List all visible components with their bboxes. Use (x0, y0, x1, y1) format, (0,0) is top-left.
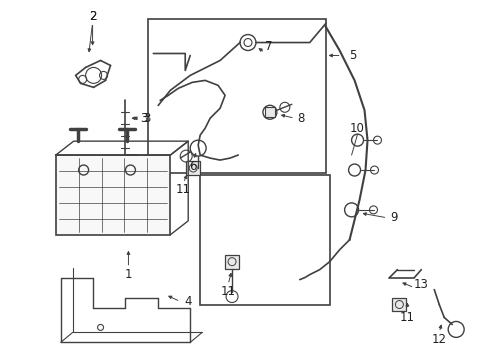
Bar (392, 298, 406, 311)
Text: 1: 1 (124, 268, 132, 281)
Text: 8: 8 (297, 112, 304, 125)
Text: 3: 3 (140, 112, 147, 125)
Text: 7: 7 (264, 40, 272, 53)
Bar (224, 255, 239, 269)
Text: 2: 2 (89, 10, 96, 23)
Bar (200, 175, 329, 305)
Text: 10: 10 (349, 122, 364, 135)
Text: 11: 11 (220, 285, 235, 298)
Bar (186, 161, 200, 175)
Bar (56, 155, 170, 235)
Bar (148, 19, 325, 173)
Text: 5: 5 (348, 49, 356, 62)
Text: 4: 4 (184, 295, 192, 308)
Text: 3: 3 (142, 112, 150, 125)
Text: 12: 12 (431, 333, 446, 346)
Text: 11: 11 (399, 311, 414, 324)
Text: 11: 11 (175, 184, 190, 197)
Text: 2: 2 (89, 10, 96, 23)
Text: 9: 9 (390, 211, 397, 224)
Bar (264, 107, 274, 117)
Text: 13: 13 (413, 278, 428, 291)
Text: 6: 6 (189, 159, 197, 172)
